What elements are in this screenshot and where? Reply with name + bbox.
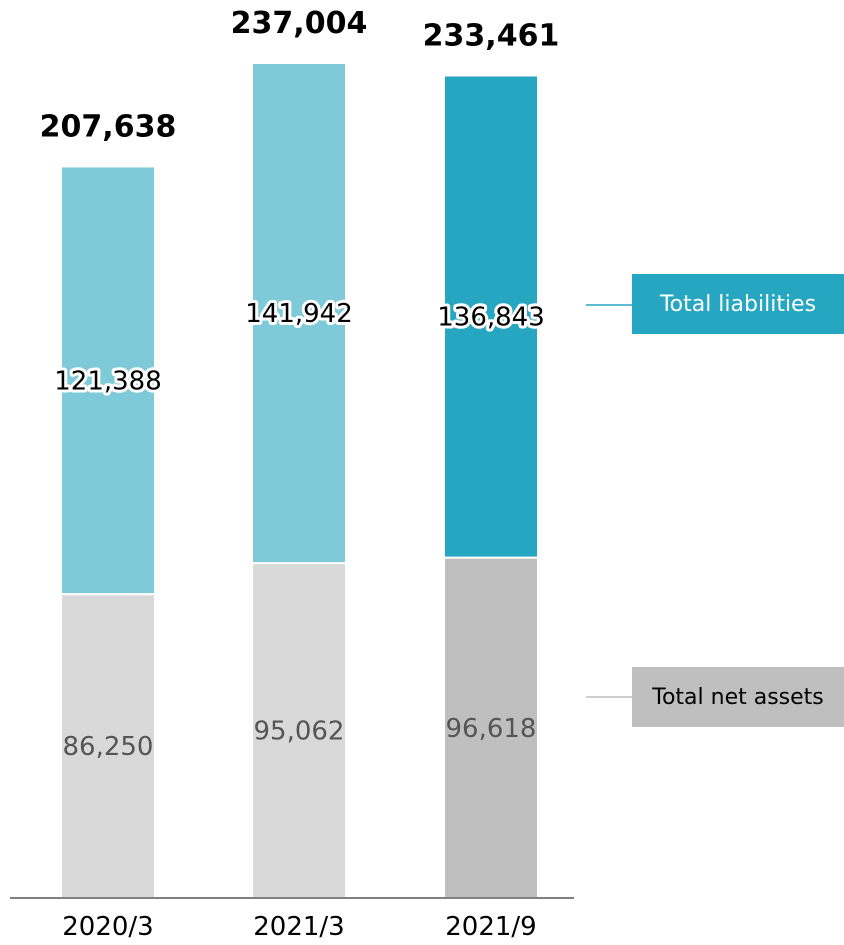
bar-net-assets-1 xyxy=(60,593,156,899)
bar-liabilities-3 xyxy=(443,74,539,559)
value-label-liabilities-2: 141,942 xyxy=(245,299,353,329)
bar-liabilities-1 xyxy=(60,165,156,596)
value-label-liabilities-1: 121,388 xyxy=(54,366,162,396)
total-label-1: 207,638 xyxy=(40,109,177,144)
legend-total-net-assets: Total net assets xyxy=(632,667,844,727)
value-label-net-assets-2: 95,062 xyxy=(254,717,345,747)
total-label-3: 233,461 xyxy=(423,18,560,53)
total-label-2: 237,004 xyxy=(231,6,368,41)
value-label-liabilities-3: 136,843 xyxy=(437,303,545,333)
legend-total-liabilities: Total liabilities xyxy=(632,274,844,334)
bar-liabilities-2 xyxy=(251,62,347,565)
category-label-1: 2020/3 xyxy=(62,912,153,942)
value-label-net-assets-1: 86,250 xyxy=(63,732,154,762)
value-label-net-assets-3: 96,618 xyxy=(446,714,537,744)
category-label-2: 2021/3 xyxy=(253,912,344,942)
bar-net-assets-3 xyxy=(443,556,539,899)
category-label-3: 2021/9 xyxy=(445,912,536,942)
